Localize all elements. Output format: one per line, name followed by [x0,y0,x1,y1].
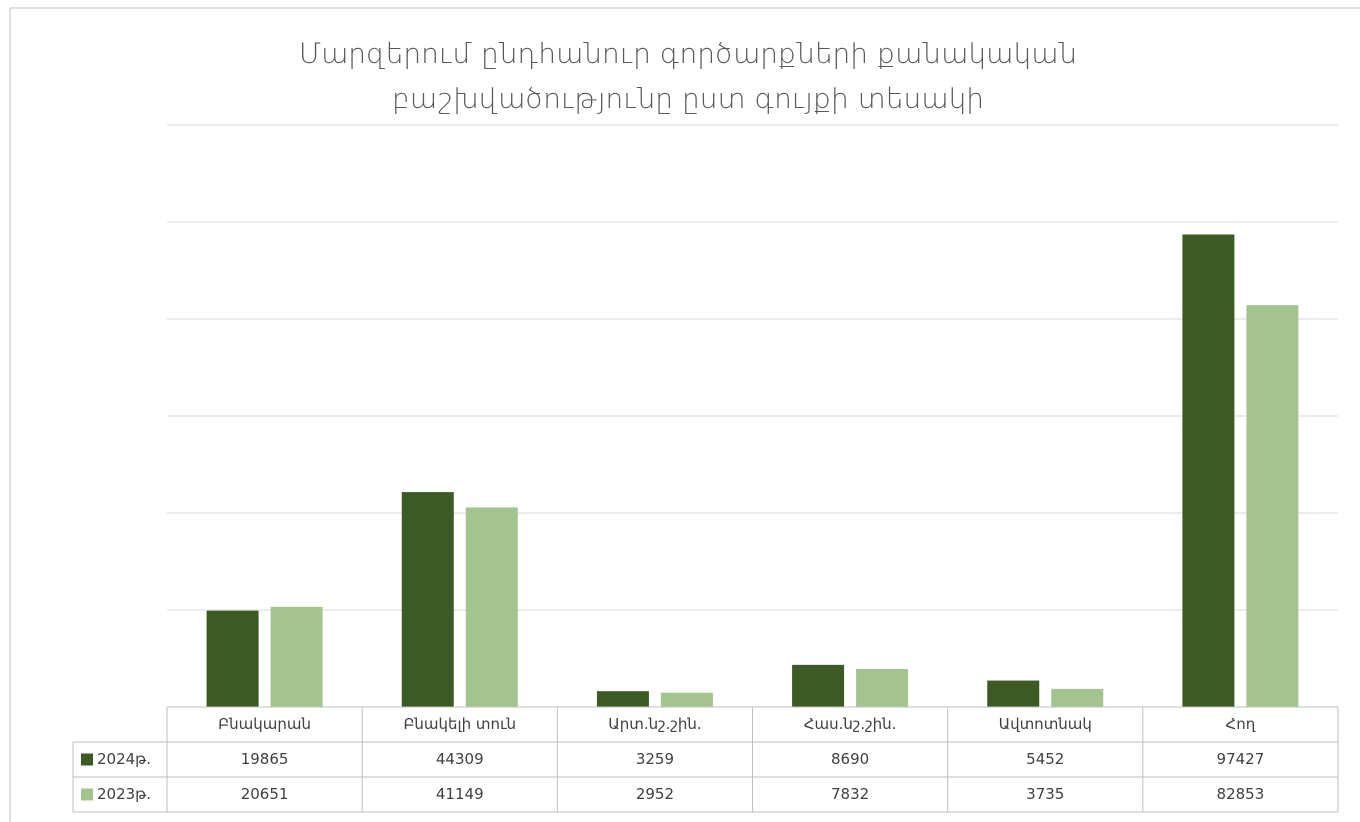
bar [465,507,518,707]
x-tick-label: Հաս.նշ.շին. [804,715,897,733]
bar [206,610,259,707]
table-value: 7832 [831,785,869,803]
bar [660,692,713,707]
bar [401,492,454,707]
legend-label: 2023թ. [97,785,151,803]
x-tick-label: Արտ.նշ.շին. [608,715,701,733]
table-value: 20651 [241,785,289,803]
bar [270,606,323,707]
table-value: 44309 [436,750,484,768]
table-value: 3735 [1026,785,1064,803]
table-value: 3259 [636,750,674,768]
chart-title: բաշխվածությունը ըստ գույքի տեսակի [392,82,984,115]
bar [792,664,845,707]
table-value: 8690 [831,750,869,768]
chart-title: Մարզերում ընդհանուր գործարքների քանակակա… [299,37,1077,70]
bar [1182,234,1235,707]
bar [596,691,649,707]
legend-swatch [81,788,93,801]
x-tick-label: Ավտոտնակ [999,715,1092,733]
table-value: 82853 [1217,785,1265,803]
x-tick-label: Բնակելի տուն [403,715,516,733]
bar [856,669,909,707]
table-value: 97427 [1217,750,1265,768]
table-value: 41149 [436,785,484,803]
legend-swatch [81,753,93,766]
table-value: 19865 [241,750,289,768]
table-value: 2952 [636,785,674,803]
x-tick-label: Հող [1226,715,1256,733]
bar [1051,688,1104,707]
x-tick-label: Բնակարան [218,715,311,733]
bar [1246,305,1299,707]
legend-label: 2024թ. [97,750,151,768]
bar [987,680,1040,707]
table-value: 5452 [1026,750,1064,768]
